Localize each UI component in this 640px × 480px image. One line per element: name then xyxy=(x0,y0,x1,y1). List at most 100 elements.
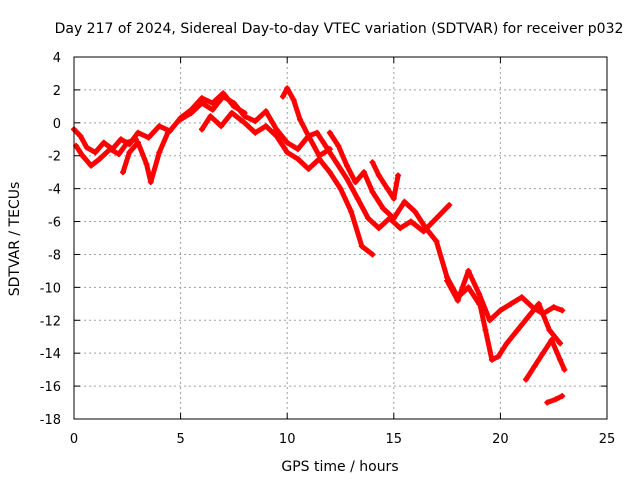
data-point xyxy=(369,159,376,166)
data-point xyxy=(145,134,152,141)
y-tick-label: -6 xyxy=(48,216,61,231)
series-track-k xyxy=(522,337,568,383)
y-tick-label: -14 xyxy=(40,347,61,362)
data-point xyxy=(120,169,127,176)
y-axis-label: SDTVAR / TECUs xyxy=(7,182,23,297)
x-tick-label: 15 xyxy=(386,432,403,447)
x-tick-label: 10 xyxy=(279,432,296,447)
data-point xyxy=(124,139,131,146)
data-point xyxy=(495,353,502,360)
data-point xyxy=(88,162,95,169)
series-track-l xyxy=(544,392,566,406)
plot-frame xyxy=(73,56,608,420)
data-point xyxy=(228,109,235,116)
data-point xyxy=(198,126,205,133)
x-tick-label: 5 xyxy=(176,432,184,447)
data-point xyxy=(77,132,84,139)
data-point xyxy=(557,340,564,347)
data-point xyxy=(544,399,551,406)
data-point xyxy=(454,297,461,304)
data-point xyxy=(552,396,559,403)
data-point xyxy=(294,146,301,153)
y-tick-label: 2 xyxy=(53,84,61,99)
y-tick-label: 0 xyxy=(53,117,61,132)
data-point xyxy=(384,185,391,192)
y-tick-label: -18 xyxy=(40,413,61,428)
data-point xyxy=(96,156,103,163)
data-point xyxy=(559,307,566,314)
data-point xyxy=(476,290,483,297)
data-point xyxy=(446,202,453,209)
data-point xyxy=(164,129,171,136)
data-point xyxy=(476,297,483,304)
y-tick-label: -4 xyxy=(48,183,61,198)
data-point xyxy=(107,146,114,153)
series-line xyxy=(280,85,452,234)
data-point xyxy=(557,356,564,363)
series-track-d xyxy=(177,93,333,159)
data-point xyxy=(343,175,350,182)
data-point xyxy=(290,96,297,103)
data-point xyxy=(333,159,340,166)
data-point xyxy=(241,119,248,126)
data-point xyxy=(375,225,382,232)
data-point xyxy=(546,327,553,334)
data-point xyxy=(360,169,367,176)
series-track-c xyxy=(120,129,171,186)
data-point xyxy=(279,93,286,100)
data-point xyxy=(412,208,419,215)
data-point xyxy=(369,251,376,258)
data-point xyxy=(518,294,525,301)
data-point xyxy=(531,363,538,370)
data-point xyxy=(126,149,133,156)
grid xyxy=(74,57,607,419)
data-point xyxy=(407,218,414,225)
data-point xyxy=(488,356,495,363)
data-point xyxy=(535,300,542,307)
data-point xyxy=(132,136,139,143)
data-point xyxy=(433,215,440,222)
series-track-j xyxy=(476,297,564,363)
data-point xyxy=(540,350,547,357)
data-point xyxy=(337,185,344,192)
data-point xyxy=(390,215,397,222)
data-point xyxy=(508,300,515,307)
series-track-h xyxy=(369,159,402,202)
data-point xyxy=(305,165,312,172)
data-point xyxy=(497,307,504,314)
data-point xyxy=(395,172,402,179)
data-point xyxy=(369,188,376,195)
data-point xyxy=(79,152,86,159)
data-point xyxy=(561,366,568,373)
x-tick-label: 0 xyxy=(70,432,78,447)
data-point xyxy=(92,149,99,156)
data-point xyxy=(284,149,291,156)
data-point xyxy=(252,118,259,125)
data-point xyxy=(352,179,359,186)
data-point xyxy=(147,179,154,186)
data-point xyxy=(115,151,122,158)
data-point xyxy=(397,225,404,232)
data-point xyxy=(444,277,451,284)
series-track-g xyxy=(326,129,483,307)
data-point xyxy=(156,149,163,156)
data-point xyxy=(262,123,269,130)
y-tick-label: -2 xyxy=(48,150,61,165)
x-tick-label: 20 xyxy=(492,432,509,447)
data-point xyxy=(335,142,342,149)
data-point xyxy=(358,243,365,250)
data-point xyxy=(273,132,280,139)
data-point xyxy=(143,160,150,167)
data-point xyxy=(503,340,510,347)
data-point xyxy=(314,129,321,136)
data-point xyxy=(220,93,227,100)
data-point xyxy=(262,108,269,115)
data-point xyxy=(284,139,291,146)
data-point xyxy=(343,162,350,169)
series-track-e xyxy=(198,109,376,258)
data-point xyxy=(486,317,493,324)
y-tick-label: -12 xyxy=(40,314,61,329)
data-point xyxy=(284,85,291,92)
data-point xyxy=(548,337,555,344)
